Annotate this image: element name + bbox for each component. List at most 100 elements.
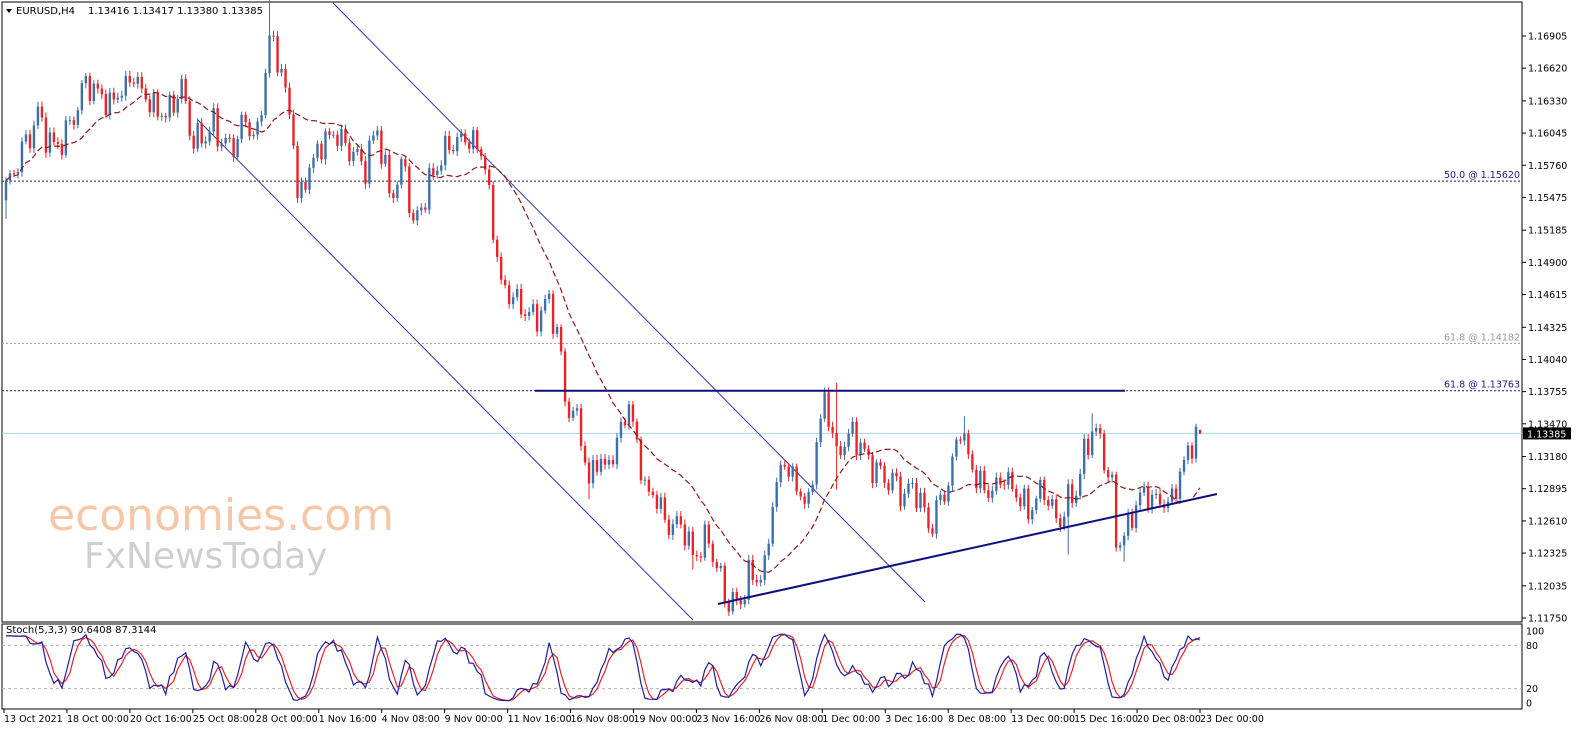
candle-body bbox=[100, 88, 104, 95]
candle-body bbox=[332, 134, 335, 136]
candle-body bbox=[915, 483, 918, 509]
candle-body bbox=[923, 492, 926, 508]
fib-level-label-1: 61.8 @ 1.14182 bbox=[1444, 332, 1520, 343]
candle-body bbox=[699, 556, 703, 558]
candle-body bbox=[1186, 445, 1190, 460]
candle-body bbox=[104, 94, 108, 115]
candle-body bbox=[1086, 438, 1090, 455]
candle-body bbox=[376, 130, 379, 136]
time-tick-label: 16 Nov 08:00 bbox=[571, 714, 635, 725]
candle-body bbox=[88, 75, 92, 101]
fib-level-label-0: 50.0 @ 1.15620 bbox=[1444, 170, 1520, 181]
price-tick-label: 1.12895 bbox=[1528, 484, 1567, 495]
candle-body bbox=[116, 97, 120, 100]
candle-body bbox=[220, 143, 223, 147]
time-tick-label: 20 Oct 16:00 bbox=[130, 714, 192, 725]
candle-body bbox=[859, 442, 862, 456]
candle-body bbox=[1082, 438, 1086, 474]
price-tick-label: 1.13755 bbox=[1528, 387, 1567, 398]
candle-body bbox=[48, 132, 52, 153]
candle-body bbox=[432, 168, 435, 176]
candle-body bbox=[468, 142, 471, 149]
candle-body bbox=[823, 392, 826, 419]
candle-body bbox=[591, 460, 595, 484]
time-tick-label: 3 Dec 16:00 bbox=[885, 714, 943, 725]
candle-body bbox=[835, 432, 838, 447]
price-tick-label: 1.15185 bbox=[1528, 226, 1567, 237]
candle-body bbox=[288, 87, 291, 115]
candle-body bbox=[543, 298, 547, 311]
candle-body bbox=[559, 327, 563, 352]
candle-body bbox=[1118, 545, 1122, 548]
candle-body bbox=[60, 143, 64, 155]
candle-body bbox=[575, 408, 579, 411]
time-tick-label: 28 Oct 00:00 bbox=[256, 714, 318, 725]
candle-body bbox=[1067, 484, 1070, 517]
candle-body bbox=[224, 137, 227, 144]
candle-body bbox=[168, 94, 171, 118]
candle-body bbox=[967, 433, 970, 455]
candle-body bbox=[875, 462, 878, 484]
candle-body bbox=[252, 134, 255, 137]
candle-body bbox=[264, 73, 267, 116]
candle-body bbox=[308, 167, 311, 190]
candle-body bbox=[887, 482, 890, 491]
candle-body bbox=[867, 448, 870, 456]
candle-body bbox=[1003, 484, 1006, 486]
candle-body bbox=[248, 122, 251, 137]
candle-body bbox=[547, 293, 551, 299]
candle-body bbox=[663, 497, 667, 520]
candle-body bbox=[787, 466, 790, 477]
candle-body bbox=[531, 304, 535, 313]
candle-body bbox=[995, 477, 998, 491]
candle-body bbox=[655, 495, 659, 509]
candle-body bbox=[907, 483, 910, 494]
candle-body bbox=[515, 288, 519, 298]
price-tick-label: 1.13180 bbox=[1528, 452, 1567, 463]
candle-body bbox=[535, 304, 539, 332]
candle-body bbox=[1071, 484, 1074, 503]
candle-body bbox=[336, 134, 339, 147]
candle-body bbox=[955, 439, 958, 457]
candle-body bbox=[959, 439, 962, 441]
candle-body bbox=[555, 327, 559, 334]
candle-body bbox=[747, 559, 750, 600]
candle-body bbox=[172, 94, 175, 113]
candle-body bbox=[1178, 471, 1182, 500]
price-tick-label: 1.12325 bbox=[1528, 549, 1567, 560]
candle-body bbox=[571, 410, 575, 418]
candle-body bbox=[236, 139, 239, 157]
candle-body bbox=[1134, 505, 1138, 528]
candle-body bbox=[1114, 474, 1118, 548]
candle-body bbox=[128, 75, 131, 83]
price-tick-label: 1.12610 bbox=[1528, 516, 1567, 527]
candle-body bbox=[1043, 480, 1046, 501]
stoch-signal-line bbox=[6, 634, 1201, 702]
candle-body bbox=[703, 524, 707, 558]
ascending-support-line bbox=[717, 493, 1218, 605]
candle-body bbox=[791, 466, 794, 477]
candle-body bbox=[84, 75, 88, 84]
candle-body bbox=[1063, 516, 1066, 528]
collapse-triangle-icon[interactable] bbox=[6, 9, 12, 13]
candle-body bbox=[719, 565, 723, 569]
candle-body bbox=[499, 256, 503, 280]
candle-body bbox=[927, 507, 930, 529]
chart-header: EURUSD,H4 1.13416 1.13417 1.13380 1.1338… bbox=[6, 6, 263, 17]
candle-body bbox=[320, 143, 323, 160]
candle-body bbox=[743, 599, 746, 605]
candle-body bbox=[1039, 480, 1042, 499]
candle-body bbox=[903, 493, 906, 507]
time-tick-label: 23 Nov 16:00 bbox=[696, 714, 760, 725]
candle-body bbox=[1182, 459, 1186, 472]
channel-lower-line bbox=[197, 119, 694, 621]
candle-body bbox=[1198, 429, 1202, 434]
price-tick-label: 1.12035 bbox=[1528, 581, 1567, 592]
candle-body bbox=[1154, 493, 1158, 495]
candle-body bbox=[36, 106, 40, 126]
candle-body bbox=[1079, 473, 1082, 496]
candle-body bbox=[691, 531, 695, 555]
candle-body bbox=[1094, 427, 1098, 432]
